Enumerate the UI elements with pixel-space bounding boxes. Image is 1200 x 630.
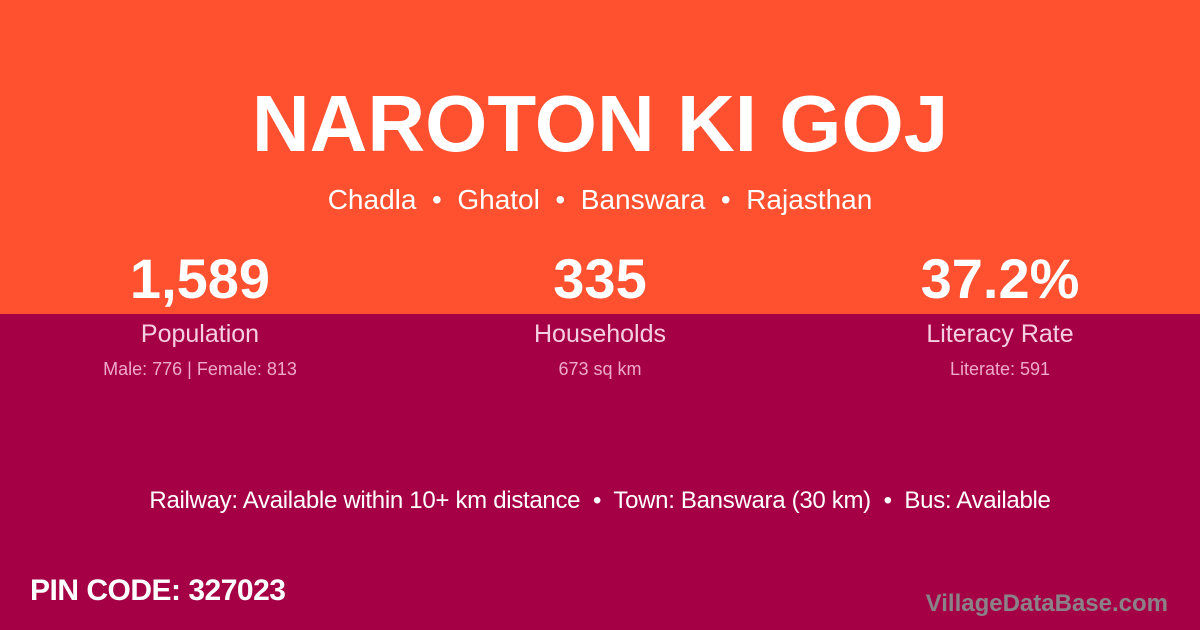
- households-value: 335: [553, 247, 647, 310]
- households-label: Households: [533, 320, 667, 348]
- population-label: Population: [140, 320, 260, 348]
- literacy-rate-value: 37.2%: [920, 247, 1080, 310]
- transport-info-line: Railway: Available within 10+ km distanc…: [149, 487, 1051, 514]
- hero-section: [0, 0, 1200, 314]
- literacy-rate-detail: Literate: 591: [949, 359, 1051, 379]
- stat-population: 1,589 Population Male: 776 | Female: 813: [0, 246, 400, 380]
- stats-row: 1,589 Population Male: 776 | Female: 813…: [0, 246, 1200, 380]
- households-detail: 673 sq km: [558, 359, 642, 379]
- literacy-rate-label: Literacy Rate: [926, 320, 1074, 348]
- stat-households: 335 Households 673 sq km: [400, 246, 800, 380]
- stat-literacy-rate: 37.2% Literacy Rate Literate: 591: [800, 246, 1200, 380]
- location-breadcrumb: Chadla • Ghatol • Banswara • Rajasthan: [327, 184, 873, 215]
- pin-code: PIN CODE: 327023: [30, 574, 286, 607]
- village-title: NAROTON KI GOJ: [251, 79, 949, 168]
- watermark-brand: VillageDataBase.com: [925, 590, 1168, 617]
- population-value: 1,589: [129, 247, 271, 310]
- population-detail: Male: 776 | Female: 813: [103, 359, 297, 379]
